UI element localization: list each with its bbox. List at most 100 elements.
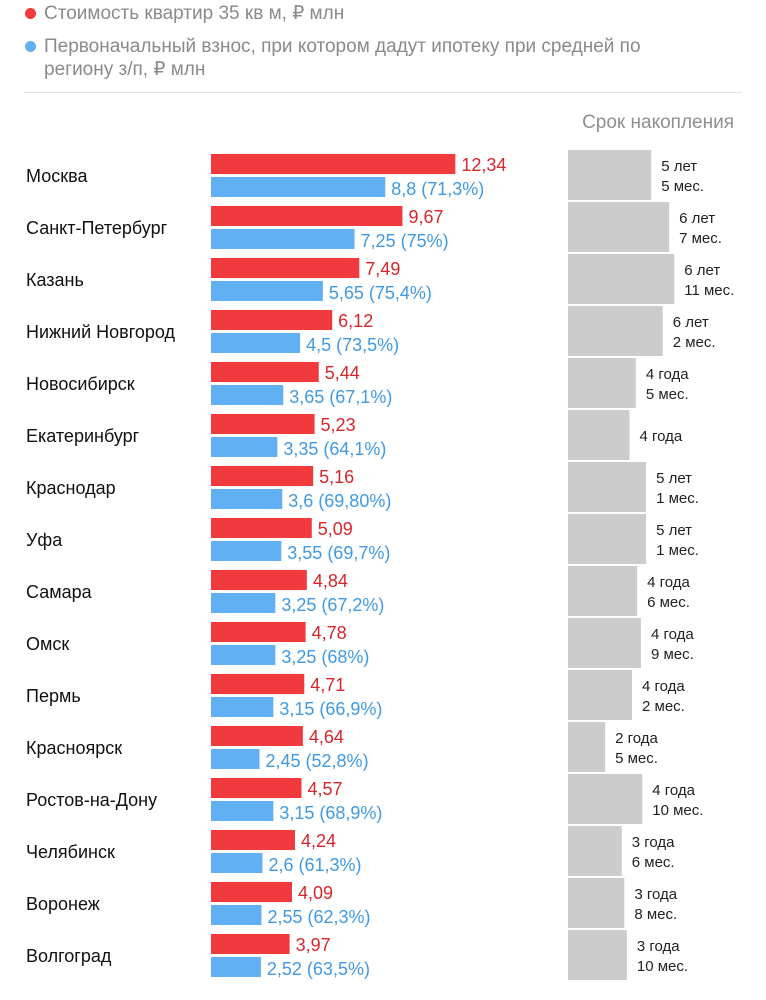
price-bar [211,622,306,642]
accumulation-bar [568,410,630,460]
price-label: 5,23 [321,415,356,435]
accumulation-bar [568,670,632,720]
downpayment-bar [211,905,262,925]
city-label: Санкт-Петербург [26,218,168,238]
accumulation-bar [568,462,647,512]
accumulation-label-months: 9 мес. [651,646,694,663]
downpayment-label: 3,15 (66,9%) [279,699,382,719]
city-label: Краснодар [26,478,116,498]
price-bar [211,310,333,330]
downpayment-label: 3,25 (67,2%) [281,595,384,615]
downpayment-label: 3,55 (69,7%) [287,543,390,563]
price-label: 12,34 [461,155,506,175]
accumulation-label-years: 4 года [647,574,690,591]
price-bar [211,882,292,902]
city-label: Нижний Новгород [26,322,176,342]
divider [24,92,742,93]
price-bar [211,414,315,434]
accumulation-label-years: 6 лет [673,314,709,331]
downpayment-label: 3,15 (68,9%) [279,803,382,823]
downpayment-bar [211,333,301,353]
downpayment-bar [211,801,274,821]
downpayment-bar [211,489,283,509]
accumulation-bar [568,202,670,252]
accumulation-label-years: 4 года [651,626,694,643]
downpayment-bar [211,957,261,977]
downpayment-label: 3,65 (67,1%) [289,387,392,407]
accumulation-bar [568,930,627,980]
accumulation-bar [568,722,606,772]
downpayment-label: 2,45 (52,8%) [266,751,369,771]
price-label: 4,09 [298,883,333,903]
accumulation-label-months: 6 мес. [647,594,690,611]
downpayment-bar [211,697,274,717]
price-label: 3,97 [296,935,331,955]
accumulation-label-months: 5 мес. [615,750,658,767]
price-label: 7,49 [365,259,400,279]
city-label: Пермь [26,686,81,706]
price-bar [211,570,307,590]
accumulation-label-years: 3 года [634,886,677,903]
price-label: 4,84 [313,571,348,591]
accumulation-label-years: 5 лет [656,522,692,539]
price-label: 4,57 [307,779,342,799]
downpayment-label: 7,25 (75%) [361,231,449,251]
price-label: 5,16 [319,467,354,487]
price-bar [211,518,312,538]
downpayment-label: 3,6 (69,80%) [288,491,391,511]
accumulation-bar [568,826,622,876]
price-label: 4,24 [301,831,336,851]
price-label: 9,67 [408,207,443,227]
accumulation-label-months: 11 мес. [684,282,734,299]
downpayment-label: 4,5 (73,5%) [306,335,399,355]
city-label: Омск [26,634,69,654]
downpayment-label: 2,55 (62,3%) [267,907,370,927]
city-label: Новосибирск [26,374,135,394]
accumulation-bar [568,358,636,408]
price-label: 4,64 [309,727,344,747]
accumulation-label-months: 10 мес. [637,958,688,975]
accumulation-label-years: 5 лет [656,470,692,487]
downpayment-label: 3,25 (68%) [281,647,369,667]
downpayment-label: 2,6 (61,3%) [268,855,361,875]
downpayment-bar [211,541,282,561]
downpayment-bar [211,645,276,665]
accumulation-label-months: 2 мес. [673,334,716,351]
accumulation-label-months: 5 мес. [661,178,704,195]
accumulation-label-years: 4 года [646,366,689,383]
accumulation-label-months: 8 мес. [634,906,677,923]
city-label: Москва [26,166,88,186]
city-label: Челябинск [26,842,115,862]
legend-label: Стоимость квартир 35 кв м, ₽ млн [44,3,345,24]
price-bar [211,830,295,850]
accumulation-bar [568,306,663,356]
downpayment-label: 8,8 (71,3%) [391,179,484,199]
accumulation-bar [568,618,641,668]
price-bar [211,934,290,954]
accumulation-label-years: 4 года [652,782,695,799]
city-label: Ростов-на-Дону [26,790,157,810]
downpayment-bar [211,177,386,197]
red-dot-icon [25,8,36,19]
accumulation-label-years: 3 года [637,938,680,955]
accumulation-bar [568,254,675,304]
accumulation-label-years: 2 года [615,730,658,747]
accumulation-label-months: 6 мес. [632,854,675,871]
downpayment-bar [211,437,278,457]
price-bar [211,362,319,382]
legend-item-price: Стоимость квартир 35 кв м, ₽ млн [25,2,345,25]
accumulation-bar [568,774,643,824]
accumulation-label-months: 7 мес. [679,230,722,247]
downpayment-label: 2,52 (63,5%) [267,959,370,979]
price-bar [211,466,314,486]
accumulation-label-years: 5 лет [661,158,697,175]
accumulation-label: 4 года [639,428,682,445]
accumulation-label-years: 6 лет [684,262,720,279]
city-label: Красноярск [26,738,122,758]
downpayment-label: 5,65 (75,4%) [329,283,432,303]
price-label: 6,12 [338,311,373,331]
city-label: Воронеж [26,894,100,914]
price-bar [211,154,456,174]
accumulation-label-months: 5 мес. [646,386,689,403]
